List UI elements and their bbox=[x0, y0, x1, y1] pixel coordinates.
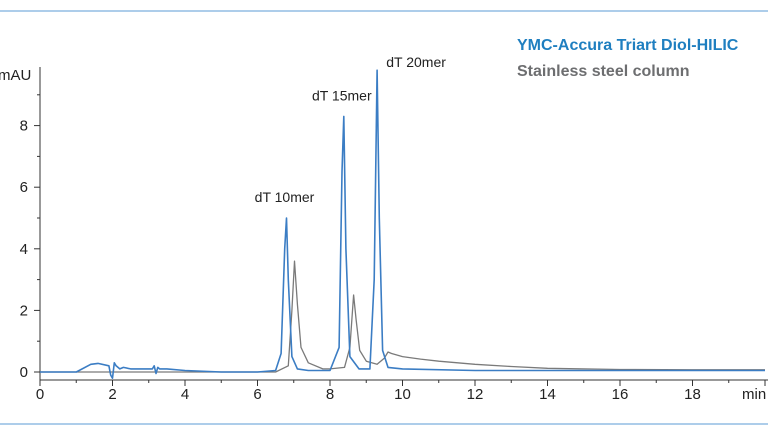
x-axis-label: min bbox=[742, 386, 766, 403]
y-axis-label: mAU bbox=[0, 67, 31, 84]
legend-title: YMC-Accura Triart Diol-HILIC bbox=[517, 37, 739, 54]
series-line-secondary bbox=[40, 260, 765, 373]
y-tick-label: 4 bbox=[20, 241, 28, 258]
x-tick-label: 18 bbox=[684, 386, 701, 403]
y-tick-label: 8 bbox=[20, 118, 28, 135]
ticks: 0 2 4 6 8 10 12 14 16 18 0 2 4 6 8 bbox=[20, 94, 766, 403]
series-line-primary bbox=[40, 69, 765, 380]
x-tick-label: 14 bbox=[539, 386, 556, 403]
peak-label: dT 15mer bbox=[312, 87, 372, 103]
y-tick-label: 0 bbox=[20, 364, 28, 381]
x-tick-label: 0 bbox=[36, 386, 44, 403]
peak-label: dT 20mer bbox=[386, 54, 446, 70]
x-tick-label: 2 bbox=[108, 386, 116, 403]
x-tick-label: 12 bbox=[467, 386, 484, 403]
x-tick-label: 16 bbox=[612, 386, 629, 403]
peak-label: dT 10mer bbox=[255, 189, 315, 205]
axes: mAU min bbox=[0, 67, 768, 403]
y-tick-label: 6 bbox=[20, 179, 28, 196]
traces bbox=[40, 69, 765, 380]
x-tick-label: 10 bbox=[394, 386, 411, 403]
x-tick-label: 6 bbox=[253, 386, 261, 403]
y-tick-label: 2 bbox=[20, 302, 28, 319]
legend-subtitle: Stainless steel column bbox=[517, 63, 690, 80]
x-tick-label: 4 bbox=[181, 386, 189, 403]
x-tick-label: 8 bbox=[326, 386, 334, 403]
peak-annotations: dT 10mer dT 15mer dT 20mer bbox=[255, 54, 447, 205]
